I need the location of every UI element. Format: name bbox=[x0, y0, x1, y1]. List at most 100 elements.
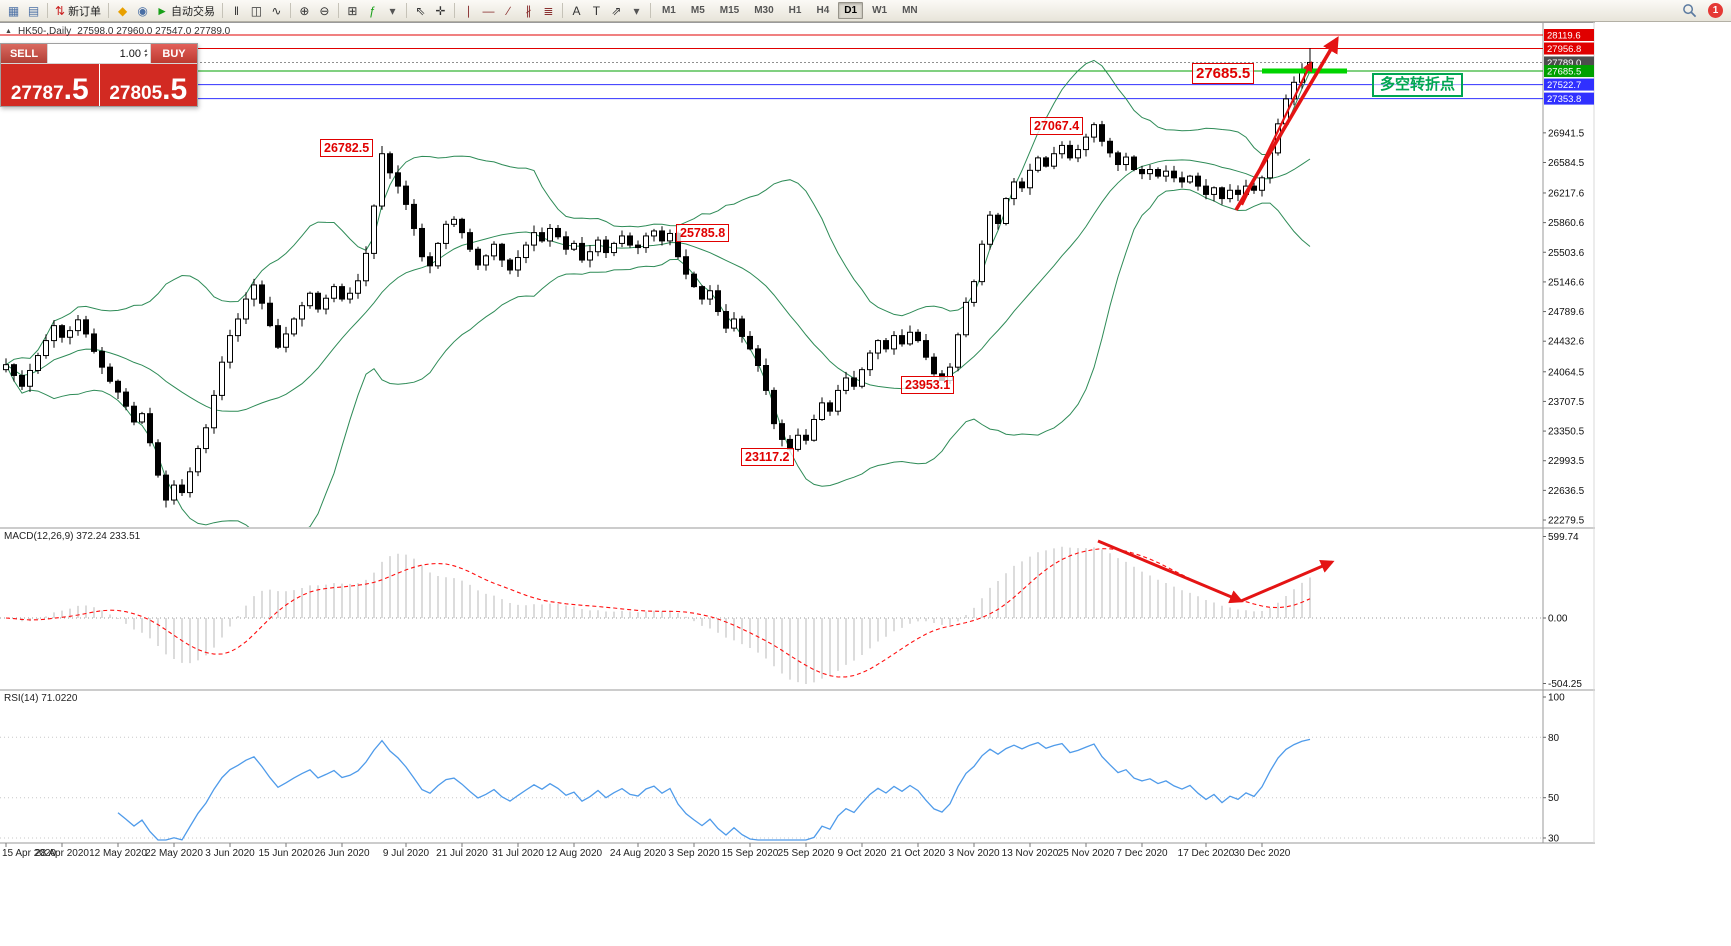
svg-text:30: 30 bbox=[1548, 833, 1560, 844]
buy-price-frac: .5 bbox=[162, 73, 188, 107]
toolbar-separator bbox=[649, 3, 651, 18]
svg-text:25 Sep 2020: 25 Sep 2020 bbox=[778, 848, 835, 859]
vertical-line-button[interactable]: ∣ bbox=[459, 1, 478, 20]
horizontal-line-button[interactable]: ― bbox=[479, 1, 498, 20]
timeframe-w1-button[interactable]: W1 bbox=[872, 5, 888, 16]
svg-text:RSI(14) 71.0220: RSI(14) 71.0220 bbox=[4, 693, 78, 704]
svg-text:24 Aug 2020: 24 Aug 2020 bbox=[610, 848, 667, 859]
svg-text:23707.5: 23707.5 bbox=[1548, 397, 1585, 408]
price-callout[interactable]: 27685.5 bbox=[1192, 63, 1255, 84]
indicators-button[interactable]: ƒ bbox=[363, 1, 382, 20]
timeframe-m1-button[interactable]: M1 bbox=[661, 5, 676, 16]
svg-text:25503.6: 25503.6 bbox=[1548, 248, 1585, 259]
zoom-in-button[interactable]: ⊕ bbox=[295, 1, 314, 20]
svg-text:22636.5: 22636.5 bbox=[1548, 486, 1585, 497]
text-tool-icon: A bbox=[572, 3, 581, 18]
svg-text:25146.6: 25146.6 bbox=[1548, 277, 1585, 288]
volume-down-icon[interactable]: ▾ bbox=[143, 52, 147, 59]
arrow-tool-dropdown[interactable]: ▾ bbox=[627, 1, 646, 20]
chart-window: 26941.5 26584.5 26217.6 25860.6 25503.6 25146… bbox=[0, 22, 1595, 860]
zoom-in-icon: ⊕ bbox=[299, 3, 310, 18]
svg-text:80: 80 bbox=[1548, 733, 1560, 744]
one-click-prices: 27787 .5 27805 .5 bbox=[1, 64, 197, 106]
toolbar-buttons: ▦ ▤ ⇅ 新订单 ◆ ◉ ► 自动交易 ‖ ◫ ∿ ⊕ ⊖ ⊞ ƒ ▾ ⇖ ✛ ∣ ― ∕ ∦ ≣ A T ⇗ ▾ M1 M5 M15 M… bbox=[4, 1, 925, 20]
crosshair-button[interactable]: ✛ bbox=[431, 1, 450, 20]
channel-button[interactable]: ∦ bbox=[519, 1, 538, 20]
sell-price-main: 27787 bbox=[10, 83, 64, 104]
channel-icon: ∦ bbox=[525, 3, 532, 18]
svg-text:15 Apr 2020: 15 Apr 2020 bbox=[2, 848, 56, 859]
timeframe-d1-button[interactable]: D1 bbox=[838, 2, 864, 19]
profiles-button[interactable]: ▤ bbox=[24, 1, 43, 20]
svg-text:22 May 2020: 22 May 2020 bbox=[145, 848, 203, 859]
new-order-button[interactable]: ⇅ 新订单 bbox=[52, 1, 104, 20]
svg-text:MACD(12,26,9) 372.24 233.51: MACD(12,26,9) 372.24 233.51 bbox=[4, 531, 141, 542]
svg-text:0.00: 0.00 bbox=[1548, 614, 1568, 625]
text-tool-button[interactable]: A bbox=[567, 1, 586, 20]
svg-text:7 Dec 2020: 7 Dec 2020 bbox=[1116, 848, 1168, 859]
timeframe-m30-button[interactable]: M30 bbox=[754, 5, 774, 16]
timeframe-m15-button[interactable]: M15 bbox=[719, 5, 740, 16]
chart-canvas[interactable]: 26941.5 26584.5 26217.6 25860.6 25503.6 25146… bbox=[0, 22, 1595, 860]
chart-symbol-period: HK50-,Daily bbox=[17, 26, 72, 37]
label-tool-icon: T bbox=[592, 3, 601, 18]
cursor-button[interactable]: ⇖ bbox=[411, 1, 430, 20]
price-callout[interactable]: 23117.2 bbox=[741, 448, 794, 466]
buy-button[interactable]: BUY bbox=[151, 44, 197, 63]
timeframe-mn-button[interactable]: MN bbox=[902, 5, 918, 16]
timeframe-m5-button[interactable]: M5 bbox=[690, 5, 705, 16]
price-callout[interactable]: 23953.1 bbox=[901, 376, 955, 394]
svg-text:15 Sep 2020: 15 Sep 2020 bbox=[722, 848, 779, 859]
trendline-button[interactable]: ∕ bbox=[499, 1, 518, 20]
arrow-tool-icon: ⇗ bbox=[611, 3, 622, 18]
indicators-dropdown[interactable]: ▾ bbox=[383, 1, 402, 20]
cursor-icon: ⇖ bbox=[415, 3, 426, 18]
line-chart-button[interactable]: ∿ bbox=[267, 1, 286, 20]
sell-price[interactable]: 27787 .5 bbox=[1, 64, 99, 106]
fibonacci-button[interactable]: ≣ bbox=[539, 1, 558, 20]
bar-chart-button[interactable]: ‖ bbox=[227, 1, 246, 20]
main-toolbar: ▦ ▤ ⇅ 新订单 ◆ ◉ ► 自动交易 ‖ ◫ ∿ ⊕ ⊖ ⊞ ƒ ▾ ⇖ ✛ ∣ ― ∕ ∦ ≣ A T ⇗ ▾ M1 M5 M15 M… bbox=[0, 0, 1731, 22]
timeframe-h1-button[interactable]: H1 bbox=[788, 5, 802, 16]
indicators-icon: ▾ bbox=[389, 3, 396, 18]
buy-price[interactable]: 27805 .5 bbox=[99, 64, 197, 107]
volume-spinner[interactable]: ▴ ▾ bbox=[143, 47, 147, 59]
tile-windows-icon: ⊞ bbox=[347, 3, 358, 18]
price-callout[interactable]: 25785.8 bbox=[676, 224, 730, 242]
svg-text:24064.5: 24064.5 bbox=[1548, 367, 1585, 378]
candlestick-chart-button[interactable]: ◫ bbox=[247, 1, 266, 20]
mql5-community-button[interactable]: ◆ bbox=[113, 1, 132, 20]
volume-input[interactable]: 1.00 ▴ ▾ bbox=[47, 44, 151, 63]
timeframe-h4-button[interactable]: H4 bbox=[816, 5, 830, 16]
notification-badge[interactable]: 1 bbox=[1708, 3, 1723, 18]
price-callout[interactable]: 27067.4 bbox=[1030, 117, 1084, 135]
zoom-out-button[interactable]: ⊖ bbox=[315, 1, 334, 20]
svg-text:28119.6: 28119.6 bbox=[1547, 31, 1581, 42]
volume-up-icon[interactable]: ▴ bbox=[143, 47, 147, 54]
turning-point-label[interactable]: 多空转折点 bbox=[1372, 73, 1464, 97]
metaquotes-button[interactable]: ◉ bbox=[133, 1, 152, 20]
svg-text:31 Jul 2020: 31 Jul 2020 bbox=[492, 848, 544, 859]
svg-text:25860.6: 25860.6 bbox=[1548, 218, 1585, 229]
one-click-controls: SELL 1.00 ▴ ▾ BUY bbox=[1, 44, 197, 64]
new-chart-button[interactable]: ▦ bbox=[4, 1, 23, 20]
arrow-tool-icon: ▾ bbox=[633, 3, 640, 18]
svg-text:24432.6: 24432.6 bbox=[1548, 337, 1585, 348]
one-click-trading-panel: SELL 1.00 ▴ ▾ BUY 27787 .5 27805 .5 bbox=[0, 43, 198, 107]
new-chart-icon: ▦ bbox=[7, 3, 20, 18]
trendline-icon: ∕ bbox=[507, 3, 510, 18]
tile-windows-button[interactable]: ⊞ bbox=[343, 1, 362, 20]
toolbar-right: 1 bbox=[1679, 1, 1727, 20]
collapse-icon[interactable]: ▲ bbox=[5, 28, 12, 35]
price-callout[interactable]: 26782.5 bbox=[320, 139, 374, 157]
arrow-tool-button[interactable]: ⇗ bbox=[607, 1, 626, 20]
svg-text:12 May 2020: 12 May 2020 bbox=[89, 848, 147, 859]
sell-button[interactable]: SELL bbox=[1, 44, 47, 63]
search-button[interactable] bbox=[1679, 1, 1700, 20]
autotrading-button[interactable]: ► 自动交易 bbox=[153, 1, 218, 20]
toolbar-separator bbox=[337, 3, 339, 18]
bar-chart-icon: ‖ bbox=[233, 3, 239, 18]
label-tool-button[interactable]: T bbox=[587, 1, 606, 20]
metaquotes-icon: ◉ bbox=[137, 3, 148, 18]
horizontal-line-icon: ― bbox=[482, 3, 495, 18]
